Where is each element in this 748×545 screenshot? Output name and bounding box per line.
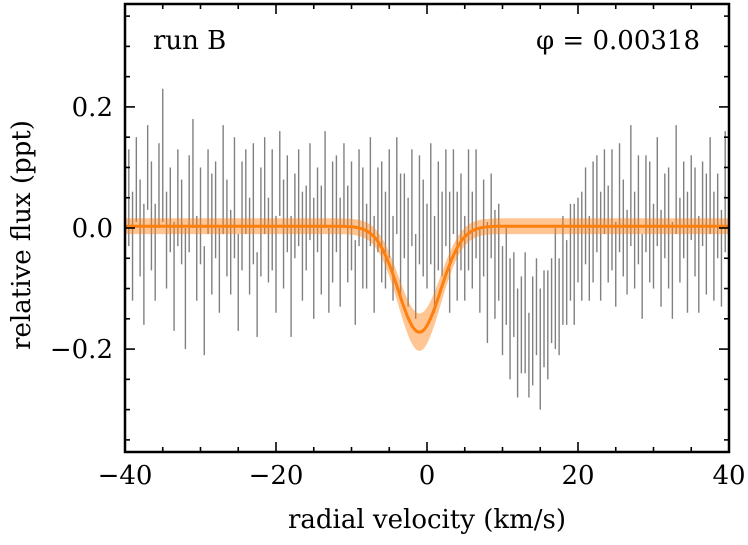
x-tick-label: 0 xyxy=(419,461,436,491)
y-tick-labels: −0.2 0.0 0.2 xyxy=(50,93,113,365)
annotation-phase: φ = 0.00318 xyxy=(536,26,700,56)
y-tick-label: −0.2 xyxy=(50,335,113,365)
x-tick-label: 40 xyxy=(712,461,745,491)
x-tick-label: 20 xyxy=(561,461,594,491)
y-tick-label: 0.2 xyxy=(72,93,113,123)
tick-layer xyxy=(124,4,730,452)
plot-frame xyxy=(123,2,731,454)
x-tick-label: −40 xyxy=(98,461,153,491)
y-tick-label: 0.0 xyxy=(72,214,113,244)
x-axis-title: radial velocity (km/s) xyxy=(288,505,566,535)
annotation-run: run B xyxy=(153,26,226,56)
model-layer xyxy=(125,218,729,351)
x-tick-label: −20 xyxy=(249,461,304,491)
y-axis-title: relative flux (ppt) xyxy=(7,120,37,350)
model-line xyxy=(125,224,729,334)
errorbar-layer xyxy=(124,88,730,410)
x-tick-labels: −40 −20 0 20 40 xyxy=(98,461,746,491)
